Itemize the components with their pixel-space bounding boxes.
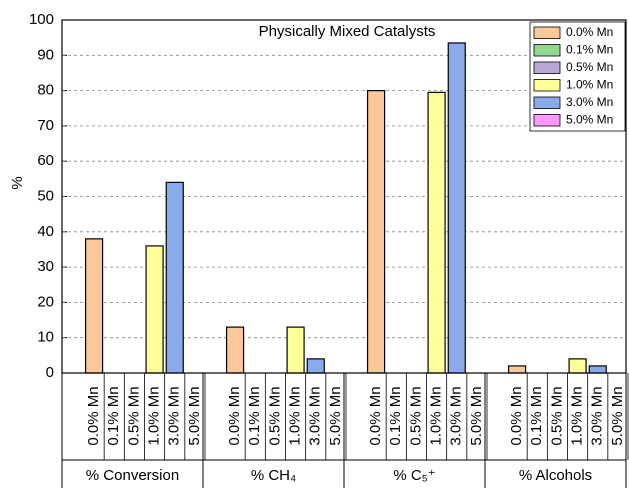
group-label: % C₅⁺ <box>393 467 435 484</box>
x-tick-label: 0.0% Mn <box>85 386 102 445</box>
chart-title: Physically Mixed Catalysts <box>259 23 436 40</box>
x-tick-label: 1.0% Mn <box>287 386 304 445</box>
x-tick-label: 0.5% Mn <box>125 386 142 445</box>
group-label: % Alcohols <box>519 467 592 484</box>
x-tick-label: 0.5% Mn <box>266 386 283 445</box>
y-axis-label: % <box>9 176 26 189</box>
x-tick-label: 1.0% Mn <box>569 386 586 445</box>
x-tick-label: 0.5% Mn <box>407 386 424 445</box>
y-tick-label: 40 <box>37 223 54 240</box>
x-tick-label: 0.1% Mn <box>105 386 122 445</box>
x-tick-label: 0.5% Mn <box>548 386 565 445</box>
bar <box>306 358 325 374</box>
y-tick-label: 50 <box>37 187 54 204</box>
x-tick-label: 0.1% Mn <box>387 386 404 445</box>
y-tick-label: 60 <box>37 152 54 169</box>
plot-frame <box>61 19 627 374</box>
legend-label: 1.0% Mn <box>566 77 613 91</box>
legend-swatch <box>533 114 561 127</box>
bar <box>225 326 245 374</box>
bar <box>286 326 305 374</box>
x-tick-label: 5.0% Mn <box>468 386 485 445</box>
legend-label: 0.0% Mn <box>566 25 613 39</box>
x-tick-label: 0.0% Mn <box>226 386 243 445</box>
legend-label: 3.0% Mn <box>566 95 613 109</box>
bar <box>568 358 587 374</box>
x-tick-label: 3.0% Mn <box>166 386 183 445</box>
y-tick-label: 0 <box>46 364 54 381</box>
x-tick-label: 0.0% Mn <box>367 386 384 445</box>
bar <box>165 181 184 374</box>
x-tick-label: 3.0% Mn <box>448 386 465 445</box>
x-tick-label: 0.0% Mn <box>508 386 525 445</box>
legend-label: 0.5% Mn <box>566 60 613 74</box>
y-tick-label: 20 <box>37 293 54 310</box>
y-tick-label: 10 <box>37 329 54 346</box>
x-tick-label: 0.1% Mn <box>528 386 545 445</box>
x-tick-label: 3.0% Mn <box>589 386 606 445</box>
y-tick-label: 70 <box>37 117 54 134</box>
x-tick-label: 5.0% Mn <box>327 386 344 445</box>
legend-swatch <box>533 79 561 92</box>
x-tick-label: 5.0% Mn <box>186 386 203 445</box>
bar <box>427 91 446 374</box>
bar <box>588 365 607 374</box>
y-tick-label: 30 <box>37 258 54 275</box>
y-tick-label: 100 <box>29 11 54 28</box>
legend-swatch <box>533 96 561 109</box>
bar <box>507 365 527 374</box>
bar <box>145 245 164 374</box>
group-label: % Conversion <box>86 467 179 484</box>
bar <box>447 42 466 374</box>
bar <box>366 89 386 374</box>
x-tick-label: 0.1% Mn <box>246 386 263 445</box>
y-tick-label: 90 <box>37 46 54 63</box>
x-tick-label: 1.0% Mn <box>428 386 445 445</box>
group-label: % CH₄ <box>251 467 296 484</box>
x-tick-label: 3.0% Mn <box>307 386 324 445</box>
legend-swatch <box>533 61 561 74</box>
y-tick-label: 80 <box>37 82 54 99</box>
legend-box <box>529 21 626 132</box>
legend-label: 0.1% Mn <box>566 42 613 56</box>
bar <box>84 238 104 374</box>
legend-label: 5.0% Mn <box>566 112 613 126</box>
legend-swatch <box>533 26 561 39</box>
legend-swatch <box>533 44 561 57</box>
x-tick-label: 1.0% Mn <box>146 386 163 445</box>
x-tick-label: 5.0% Mn <box>609 386 626 445</box>
